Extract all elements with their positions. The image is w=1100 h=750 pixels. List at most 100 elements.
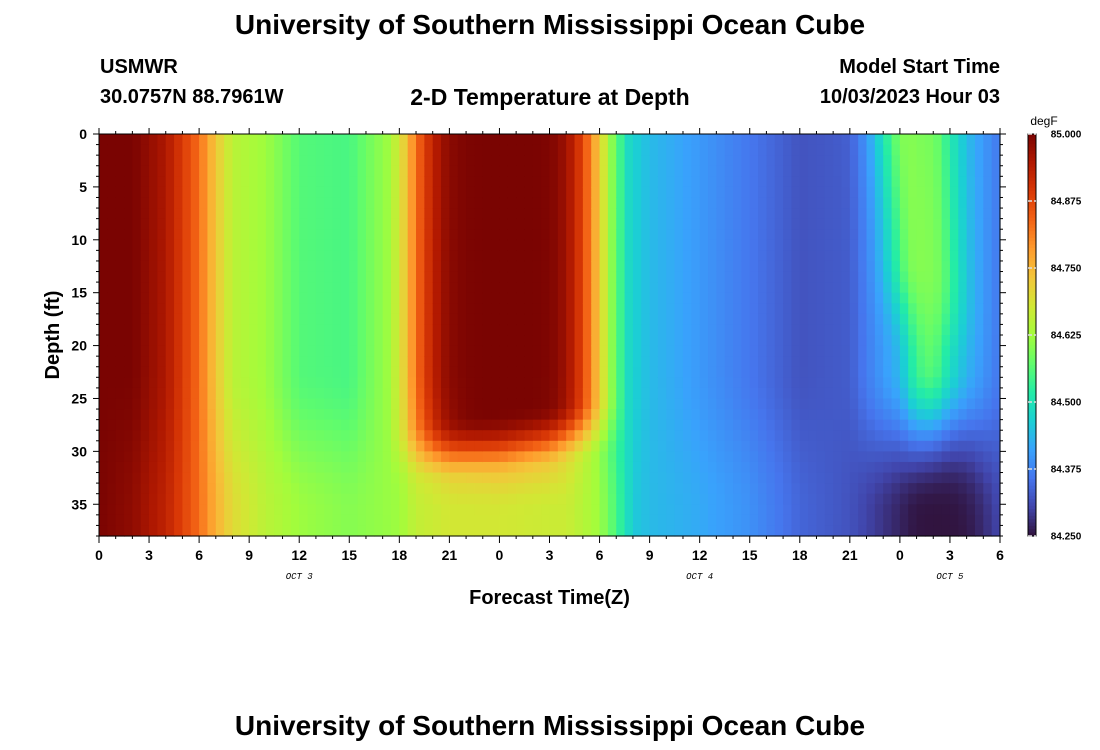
- heatmap-cell: [924, 239, 934, 251]
- heatmap-cell: [399, 440, 409, 452]
- heatmap-cell: [132, 451, 142, 463]
- heatmap-cell: [315, 176, 325, 188]
- heatmap-cell: [866, 430, 876, 442]
- heatmap-cell: [924, 282, 934, 294]
- heatmap-cell: [849, 440, 859, 452]
- heatmap-cell: [541, 409, 551, 421]
- heatmap-cell: [741, 208, 751, 220]
- heatmap-cell: [390, 218, 400, 230]
- heatmap-cell: [432, 176, 442, 188]
- heatmap-cell: [991, 483, 1001, 495]
- heatmap-cell: [674, 144, 684, 156]
- heatmap-cell: [491, 366, 501, 378]
- heatmap-cell: [933, 419, 943, 431]
- heatmap-cell: [432, 377, 442, 389]
- heatmap-cell: [290, 303, 300, 315]
- heatmap-cell: [991, 208, 1001, 220]
- heatmap-cell: [124, 292, 133, 304]
- heatmap-cell: [365, 419, 375, 431]
- heatmap-cell: [124, 377, 133, 389]
- heatmap-cell: [924, 387, 934, 400]
- heatmap-cell: [324, 186, 334, 199]
- colorbar-cell: [1028, 237, 1036, 242]
- heatmap-cell: [749, 356, 759, 368]
- heatmap-cell: [899, 398, 909, 410]
- heatmap-cell: [390, 335, 400, 347]
- heatmap-cell: [966, 271, 976, 283]
- heatmap-cell: [482, 176, 492, 188]
- heatmap-cell: [324, 440, 334, 452]
- heatmap-cell: [299, 419, 309, 431]
- heatmap-cell: [491, 208, 501, 220]
- heatmap-cell: [207, 356, 217, 368]
- heatmap-cell: [99, 239, 108, 251]
- heatmap-cell: [649, 335, 659, 347]
- heatmap-cell: [632, 387, 642, 400]
- colorbar-cell: [1028, 254, 1036, 259]
- heatmap-cell: [315, 144, 325, 156]
- heatmap-cell: [641, 493, 651, 505]
- heatmap-cell: [124, 419, 133, 431]
- heatmap-cell: [374, 483, 384, 495]
- heatmap-cell: [449, 461, 459, 474]
- heatmap-cell: [299, 525, 309, 537]
- heatmap-cell: [758, 260, 767, 273]
- heatmap-cell: [165, 282, 175, 294]
- heatmap-cell: [282, 134, 292, 146]
- heatmap-cell: [949, 260, 959, 273]
- heatmap-cell: [858, 176, 868, 188]
- heatmap-cell: [215, 260, 225, 273]
- heatmap-cell: [899, 472, 909, 484]
- y-tick-label: 10: [71, 232, 87, 248]
- heatmap-cell: [232, 409, 242, 421]
- heatmap-cell: [140, 218, 150, 230]
- heatmap-cell: [682, 398, 692, 410]
- heatmap-cell: [149, 134, 158, 146]
- heatmap-cell: [916, 313, 926, 326]
- heatmap-cell: [424, 525, 434, 537]
- heatmap-cell: [416, 493, 425, 505]
- heatmap-cell: [265, 472, 275, 484]
- heatmap-cell: [457, 514, 467, 527]
- heatmap-cell: [215, 186, 225, 199]
- heatmap-cell: [315, 440, 325, 452]
- heatmap-cell: [441, 250, 450, 262]
- heatmap-cell: [265, 208, 275, 220]
- heatmap-cell: [466, 451, 476, 463]
- heatmap-cell: [883, 366, 893, 378]
- heatmap-cell: [190, 430, 200, 442]
- heatmap-cell: [616, 525, 626, 537]
- heatmap-cell: [199, 260, 209, 273]
- heatmap-cell: [599, 472, 609, 484]
- heatmap-cell: [833, 366, 843, 378]
- heatmap-cell: [966, 324, 976, 336]
- heatmap-cell: [774, 472, 784, 484]
- heatmap-cell: [841, 260, 851, 273]
- heatmap-cell: [916, 282, 926, 294]
- colorbar-cell: [1028, 515, 1036, 520]
- heatmap-cell: [849, 483, 859, 495]
- heatmap-cell: [607, 514, 617, 527]
- x-tick-label: 21: [442, 547, 458, 563]
- heatmap-cell: [741, 239, 751, 251]
- heatmap-cell: [365, 208, 375, 220]
- heatmap-cell: [816, 483, 826, 495]
- heatmap-cell: [282, 356, 292, 368]
- heatmap-cell: [432, 271, 442, 283]
- heatmap-cell: [883, 451, 893, 463]
- heatmap-cell: [741, 409, 751, 421]
- heatmap-cell: [766, 250, 776, 262]
- heatmap-cell: [307, 303, 317, 315]
- heatmap-cell: [574, 440, 584, 452]
- heatmap-cell: [516, 377, 526, 389]
- heatmap-cell: [99, 324, 108, 336]
- heatmap-cell: [833, 335, 843, 347]
- heatmap-cell: [140, 525, 150, 537]
- heatmap-cell: [891, 472, 901, 484]
- heatmap-cell: [149, 525, 158, 537]
- heatmap-cell: [149, 335, 158, 347]
- heatmap-cell: [624, 504, 634, 516]
- heatmap-cell: [182, 271, 192, 283]
- heatmap-cell: [457, 387, 467, 400]
- heatmap-cell: [766, 144, 776, 156]
